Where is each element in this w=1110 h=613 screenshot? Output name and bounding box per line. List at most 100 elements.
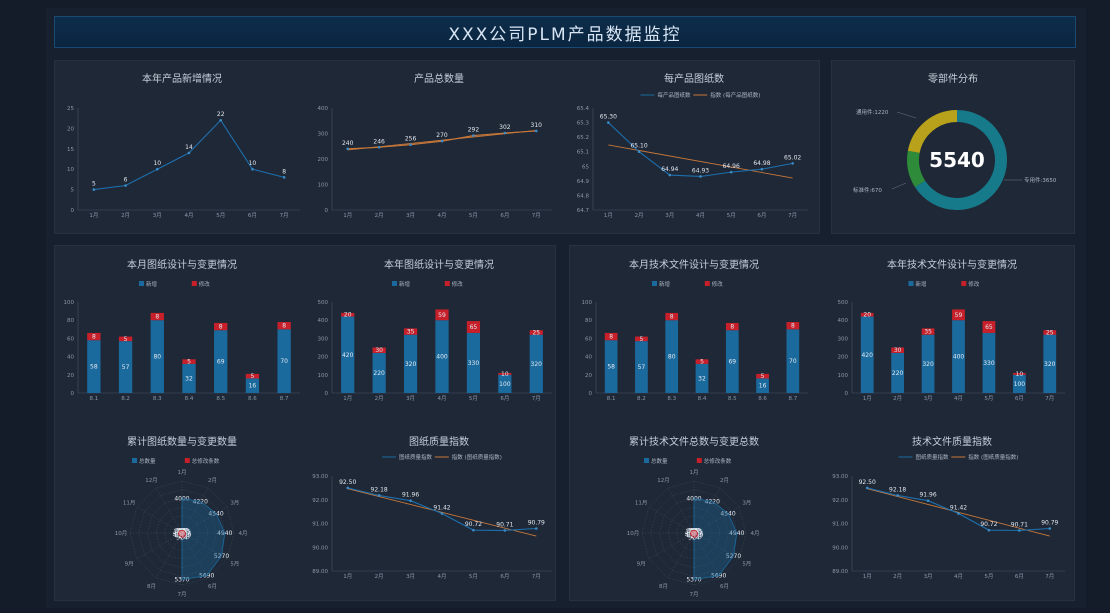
data-label: 92.18 <box>371 486 388 493</box>
data-point <box>637 150 641 154</box>
radar-value-label: 524 <box>176 535 188 542</box>
x-tick-label: 8.2 <box>637 396 646 402</box>
y-tick-label: 65.4 <box>577 106 590 112</box>
radar-value-label: 5690 <box>199 573 214 580</box>
x-tick-label: 8.1 <box>89 396 98 402</box>
y-tick-label: 300 <box>318 336 329 342</box>
radar-axis-label: 6月 <box>720 583 729 590</box>
radar-spoke <box>693 532 721 579</box>
data-label: 91.96 <box>402 492 419 499</box>
radar-spoke <box>181 532 228 560</box>
y-tick-label: 92.00 <box>832 498 848 504</box>
bar-modified <box>665 312 679 321</box>
y-tick-label: 80 <box>67 318 74 324</box>
bar-value-label: 59 <box>438 312 446 319</box>
radar-axis-label: 2月 <box>720 477 729 484</box>
bar-modified <box>756 373 769 379</box>
bar-value-label: 5 <box>761 373 765 380</box>
bar-value-label: 80 <box>153 354 161 361</box>
bar-value-label: 220 <box>373 370 385 377</box>
bar-value-label: 100 <box>1014 381 1026 388</box>
donut-total: 5540 <box>929 148 985 172</box>
x-tick-label: 2月 <box>375 573 384 580</box>
x-tick-label: 2月 <box>893 573 902 580</box>
y-tick-label: 100 <box>64 300 75 306</box>
bar-value-label: 420 <box>342 352 354 359</box>
y-tick-label: 500 <box>838 300 849 306</box>
y-tick-label: 93.00 <box>832 474 848 480</box>
y-tick-label: 500 <box>318 300 329 306</box>
data-label: 90.79 <box>528 519 545 526</box>
y-tick-label: 15 <box>67 147 74 153</box>
bar-new <box>277 329 291 393</box>
radar-value-label: 524 <box>688 535 700 542</box>
bar-value-label: 70 <box>280 358 288 365</box>
x-tick-label: 6月 <box>248 212 257 219</box>
donut-slice-label: 标准件:670 <box>853 186 882 194</box>
data-label: 22 <box>217 111 225 118</box>
bar-modified <box>498 372 512 375</box>
y-tick-label: 400 <box>838 318 849 324</box>
bar-value-label: 8 <box>791 323 795 330</box>
chart-title: 本年图纸设计与变更情况 <box>384 258 494 271</box>
bar-modified <box>1012 372 1026 375</box>
data-label: 92.50 <box>859 479 876 486</box>
legend-label: 新增 <box>399 280 410 288</box>
chart-title: 本月图纸设计与变更情况 <box>127 258 237 271</box>
radar-axis-label: 2月 <box>208 477 217 484</box>
bar-value-label: 25 <box>1046 329 1054 336</box>
y-tick-label: 60 <box>67 336 74 342</box>
data-label: 90.79 <box>1041 519 1058 526</box>
data-point <box>791 162 794 165</box>
y-tick-label: 200 <box>318 355 329 361</box>
radar-axis-label: 9月 <box>637 561 646 568</box>
bar-modified <box>786 322 800 330</box>
radar-axis-label: 12月 <box>145 477 158 484</box>
bar-value-label: 5 <box>700 359 704 366</box>
donut-slice <box>907 150 926 188</box>
y-tick-label: 65 <box>582 164 589 170</box>
x-tick-label: 2月 <box>635 212 644 219</box>
bar-value-label: 20 <box>344 312 352 319</box>
data-label: 270 <box>436 132 448 139</box>
data-label: 6 <box>124 177 128 184</box>
bar-value-label: 16 <box>249 383 257 390</box>
data-point <box>1048 527 1052 530</box>
x-tick-label: 8.4 <box>698 396 707 402</box>
data-point <box>1018 529 1021 532</box>
x-tick-label: 3月 <box>406 212 415 219</box>
bar-modified <box>403 328 418 335</box>
x-tick-label: 7月 <box>1045 573 1054 580</box>
data-point <box>440 512 444 515</box>
bar-value-label: 65 <box>470 324 478 331</box>
x-tick-label: 7月 <box>532 212 541 219</box>
x-tick-label: 5月 <box>984 395 993 402</box>
x-tick-label: 8.3 <box>153 396 162 402</box>
chart-title: 本月技术文件设计与变更情况 <box>629 258 759 271</box>
data-point <box>926 499 930 503</box>
chart-title: 每产品图纸数 <box>664 72 724 85</box>
bar-new <box>245 378 260 393</box>
bar-modified <box>952 309 965 321</box>
legend-label: 指数 (每产品图纸数) <box>710 91 760 99</box>
bar-value-label: 25 <box>532 329 540 336</box>
data-label: 91.42 <box>950 505 967 512</box>
data-point <box>729 170 733 174</box>
data-point <box>409 143 412 147</box>
data-label: 65.30 <box>600 114 617 121</box>
bar-modified <box>150 312 164 321</box>
legend-label: 总修改条数 <box>192 457 220 465</box>
data-point <box>346 486 350 490</box>
y-tick-label: 0 <box>325 208 329 214</box>
radar-axis-label: 3月 <box>742 500 751 507</box>
bar-value-label: 5 <box>251 373 255 380</box>
bar-value-label: 5 <box>640 336 644 343</box>
x-tick-label: 2月 <box>375 395 384 402</box>
legend-label: 每产品图纸数 <box>658 91 692 99</box>
bar-modified <box>860 312 874 317</box>
bar-new <box>372 352 386 393</box>
radar-value-label: 5690 <box>711 573 726 580</box>
chart-title: 产品总数量 <box>414 72 464 85</box>
x-tick-label: 4月 <box>954 395 963 402</box>
chart-title: 累计技术文件总数与变更总数 <box>629 435 759 448</box>
